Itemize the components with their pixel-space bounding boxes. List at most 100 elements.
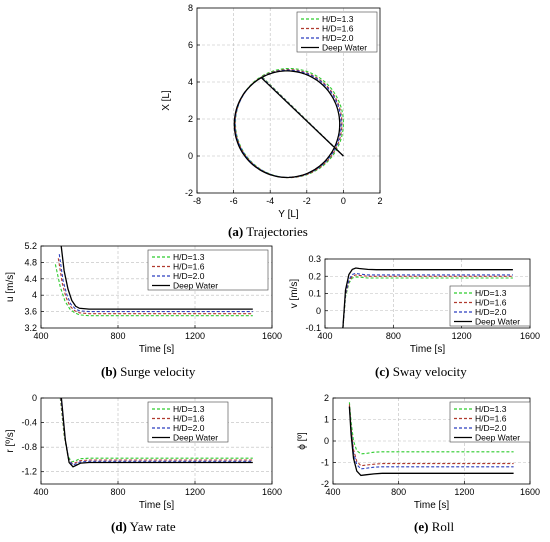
series-line [233,70,344,179]
x-tick-label: -2 [303,196,311,206]
x-tick-label: 400 [317,331,332,341]
caption-c: (c) Sway velocity [375,364,467,380]
y-tick-label: -2 [185,188,193,198]
legend-label: Deep Water [173,433,218,443]
y-tick-label: 4 [188,77,193,87]
legend-box [147,401,229,443]
chart-e: -2 -1 0 1 2 400 800 1200 1600 Time [s] ϕ [º] H/D=1.… [297,393,540,511]
caption-e-tag: (e) [414,519,429,534]
y-tick-label: 0.3 [308,254,321,264]
y-tick-label: -2 [321,479,329,489]
series-line [342,272,513,329]
legend-label: Deep Water [475,433,520,443]
y-tick-label: -0.8 [21,442,37,452]
legend-box [449,285,531,327]
legend-label: Deep Water [322,43,367,53]
legend-box [449,401,531,443]
legend-label: H/D=1.6 [173,414,205,424]
x-tick-label: 1200 [185,331,205,341]
legend-box [296,11,378,53]
y-tick-label: 5.2 [24,241,37,251]
x-tick-label: 800 [110,331,125,341]
x-axis-label: Y [L] [278,209,299,220]
series-line [60,397,253,466]
series-line [234,69,344,179]
series-line [348,402,514,455]
caption-a: (a) Trajectories [228,224,308,240]
y-tick-label: -1.2 [21,467,37,477]
chart-b: 3.2 3.6 4 4.4 4.8 5.2 400 800 1200 1600 Time [s] u … [5,241,282,355]
x-tick-label: -4 [266,196,274,206]
x-tick-label: 400 [33,487,48,497]
series-line [60,397,253,468]
x-axis-label: Time [s] [139,500,174,511]
x-tick-label: 1200 [185,487,205,497]
y-tick-label: 8 [188,3,193,13]
caption-b-text: Surge velocity [120,364,196,379]
y-tick-label: 4.8 [24,257,37,267]
chart-a: -2 0 2 4 6 8 -8 -6 -4 -2 0 2 Y [L] X [L] H/D=1.3H/D=1.… [161,3,383,220]
y-tick-label: 0 [32,393,37,403]
x-tick-label: 800 [391,487,406,497]
legend-label: H/D=1.6 [322,24,354,34]
plot-frame [40,397,273,485]
x-tick-label: 1600 [520,331,540,341]
caption-d-tag: (d) [111,519,127,534]
series-group [54,245,253,317]
legend-label: H/D=1.6 [173,262,205,272]
x-axis-label: Time [s] [414,500,449,511]
legend-label: H/D=1.3 [475,288,507,298]
x-tick-label: 1200 [452,331,472,341]
x-tick-label: -6 [230,196,238,206]
series-line [342,267,513,329]
x-tick-label: -8 [193,196,201,206]
legend-label: H/D=1.6 [475,414,507,424]
series-group [348,402,514,477]
x-tick-label: 0 [341,196,346,206]
y-tick-label: 6 [188,40,193,50]
y-tick-label: 0 [316,306,321,316]
x-tick-label: 2 [377,196,382,206]
caption-a-tag: (a) [228,224,244,239]
y-axis-label: u [m/s] [5,272,16,302]
legend-label: H/D=1.3 [173,404,205,414]
legend-label: H/D=2.0 [475,423,507,433]
plot-frame [40,245,273,329]
series-group [342,267,513,329]
y-tick-label: -0.1 [305,323,321,333]
legend-label: H/D=2.0 [322,33,354,43]
legend-label: H/D=1.3 [322,14,354,24]
y-tick-label: 4 [32,290,37,300]
y-tick-label: 0.1 [308,289,321,299]
legend-label: H/D=2.0 [173,271,205,281]
x-tick-label: 800 [386,331,401,341]
y-tick-label: -0.4 [21,418,37,428]
series-line [348,404,514,467]
series-group [233,67,344,179]
y-axis-label: ϕ [º] [297,432,308,450]
chart-c: -0.1 0 0.1 0.2 0.3 400 800 1200 1600 Time [s] v [m… [289,254,540,355]
x-tick-label: 1600 [520,487,540,497]
legend-label: H/D=2.0 [173,423,205,433]
caption-b: (b) Surge velocity [101,364,195,380]
x-tick-label: 1600 [262,331,282,341]
y-tick-label: 1 [324,415,329,425]
legend-label: Deep Water [475,317,520,327]
series-line [54,264,253,317]
legend-label: Deep Water [173,281,218,291]
series-line [342,276,513,329]
caption-a-text: Trajectories [246,224,308,239]
legend-label: H/D=2.0 [475,307,507,317]
y-tick-label: 2 [188,114,193,124]
series-line [58,254,253,313]
caption-e: (e) Roll [414,519,454,535]
y-tick-label: 0 [324,436,329,446]
series-line [348,406,514,477]
x-tick-label: 1200 [454,487,474,497]
